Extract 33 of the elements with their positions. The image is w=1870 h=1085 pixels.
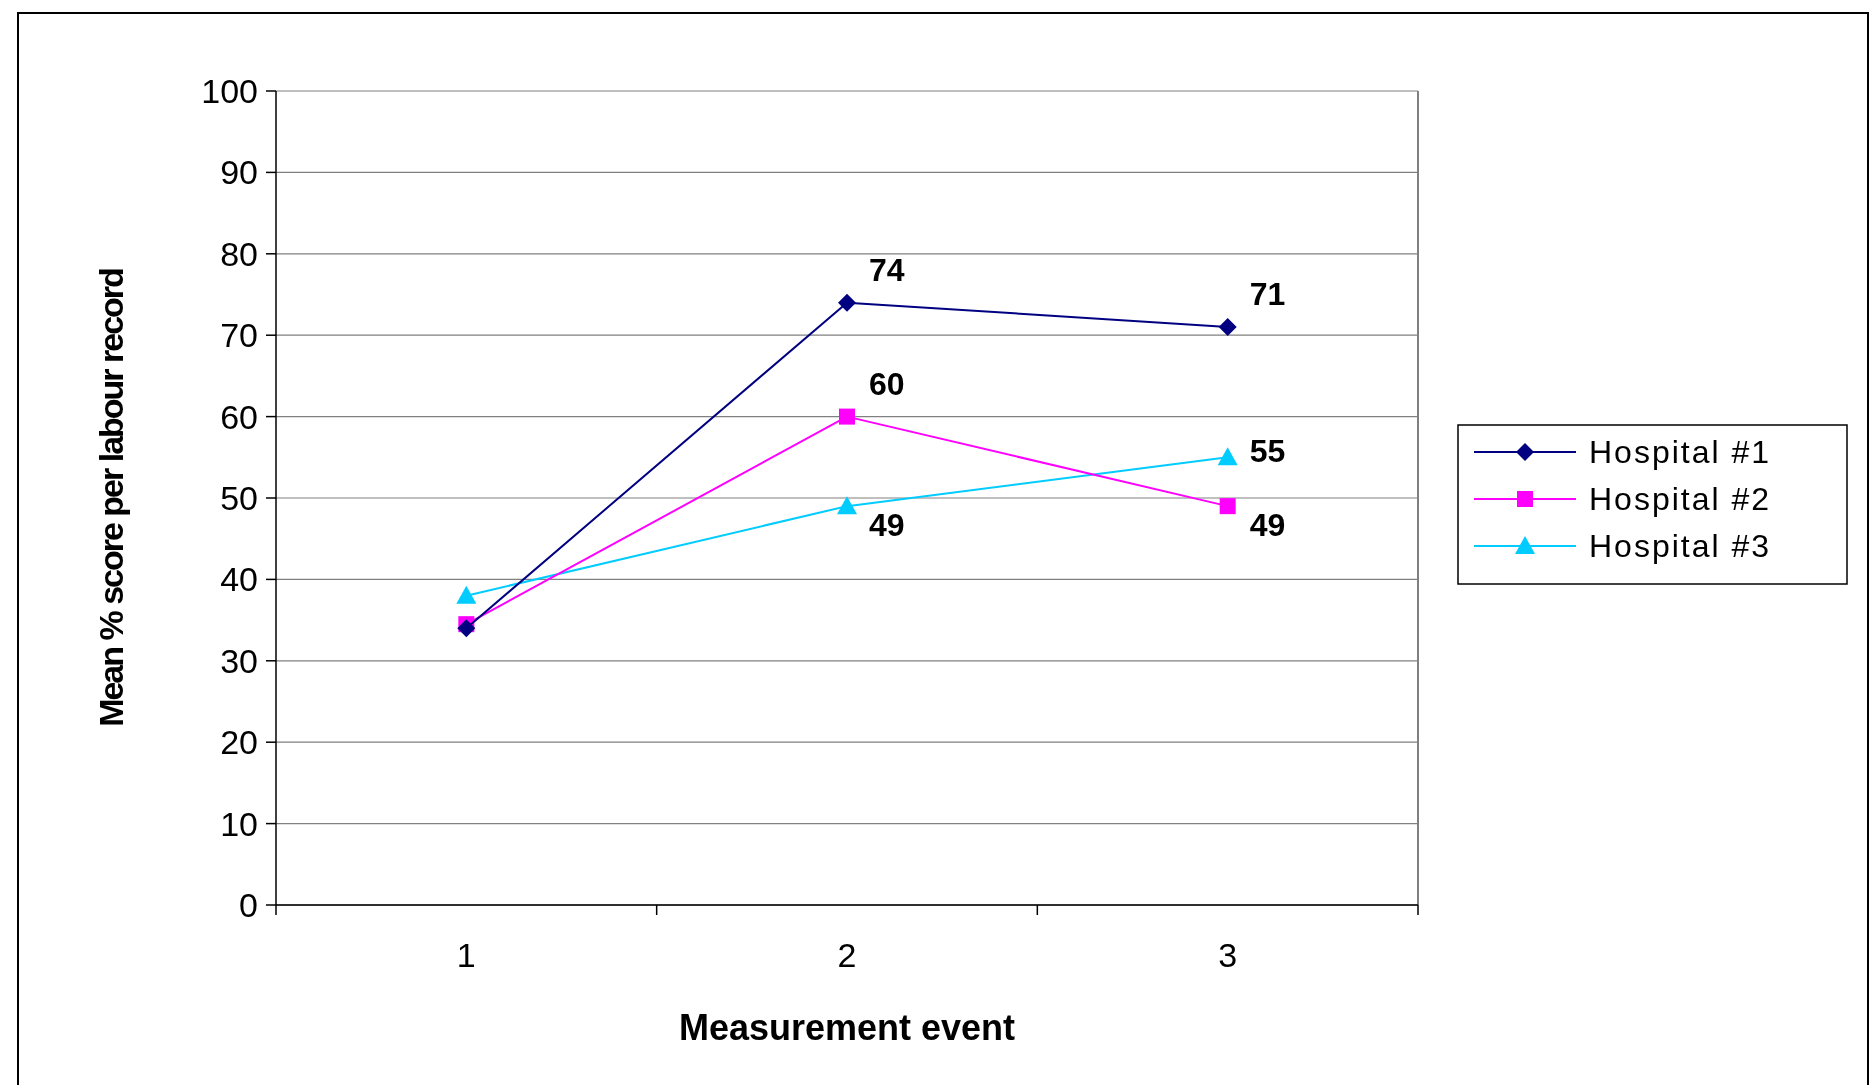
y-tick-label: 80 bbox=[220, 234, 258, 273]
legend-label: Hospital #2 bbox=[1589, 481, 1772, 518]
y-axis-title: Mean % score per labour record bbox=[92, 268, 130, 727]
y-tick-label: 60 bbox=[220, 397, 258, 436]
y-tick-label: 40 bbox=[220, 560, 258, 599]
data-label: 71 bbox=[1249, 276, 1286, 313]
data-label: 49 bbox=[869, 507, 905, 544]
point bbox=[457, 619, 476, 638]
y-tick-label: 50 bbox=[220, 478, 258, 517]
point bbox=[1218, 318, 1237, 337]
point bbox=[1217, 447, 1238, 466]
x-tick-label: 3 bbox=[1218, 936, 1238, 974]
data-label: 60 bbox=[869, 365, 905, 402]
data-label: 74 bbox=[869, 251, 905, 288]
point bbox=[837, 496, 857, 515]
x-tick-label: 2 bbox=[837, 936, 857, 974]
x-tick-label: 1 bbox=[456, 936, 476, 974]
point bbox=[838, 293, 856, 312]
data-label: 49 bbox=[1249, 507, 1286, 544]
y-tick-label: 90 bbox=[220, 153, 258, 192]
point bbox=[456, 585, 477, 604]
y-tick-label: 10 bbox=[220, 804, 258, 843]
y-tick-label: 30 bbox=[220, 641, 258, 680]
x-axis-title: Measurement event bbox=[678, 1007, 1016, 1048]
point bbox=[839, 408, 855, 425]
y-tick-label: 20 bbox=[220, 723, 258, 762]
y-tick-label: 0 bbox=[239, 885, 258, 924]
legend-label: Hospital #3 bbox=[1589, 528, 1772, 565]
y-tick-label: 100 bbox=[201, 71, 258, 110]
legend-label: Hospital #1 bbox=[1589, 434, 1772, 471]
point bbox=[1219, 498, 1236, 515]
y-tick-label: 70 bbox=[220, 316, 258, 355]
data-label: 55 bbox=[1249, 433, 1286, 470]
